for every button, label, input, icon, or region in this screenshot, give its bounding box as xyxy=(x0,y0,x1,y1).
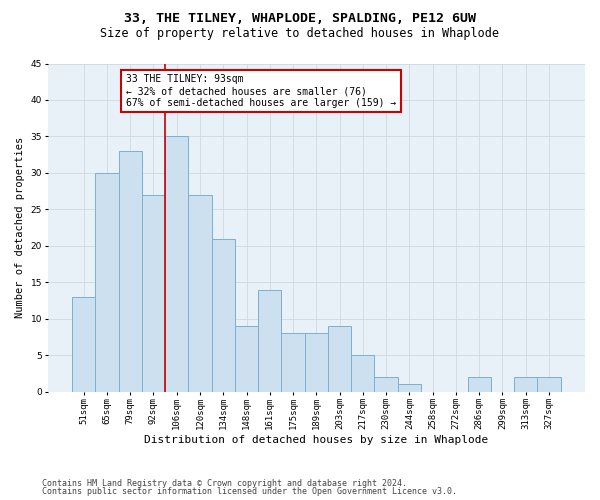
Bar xyxy=(398,384,421,392)
Text: 33, THE TILNEY, WHAPLODE, SPALDING, PE12 6UW: 33, THE TILNEY, WHAPLODE, SPALDING, PE12… xyxy=(124,12,476,26)
Bar xyxy=(95,173,119,392)
Bar xyxy=(258,290,281,392)
Bar xyxy=(351,355,374,392)
Bar xyxy=(328,326,351,392)
Bar xyxy=(212,238,235,392)
Y-axis label: Number of detached properties: Number of detached properties xyxy=(15,137,25,318)
Text: Size of property relative to detached houses in Whaplode: Size of property relative to detached ho… xyxy=(101,28,499,40)
Bar xyxy=(374,377,398,392)
X-axis label: Distribution of detached houses by size in Whaplode: Distribution of detached houses by size … xyxy=(144,435,488,445)
Bar xyxy=(188,195,212,392)
Bar xyxy=(119,151,142,392)
Text: Contains HM Land Registry data © Crown copyright and database right 2024.: Contains HM Land Registry data © Crown c… xyxy=(42,478,407,488)
Bar xyxy=(72,297,95,392)
Text: 33 THE TILNEY: 93sqm
← 32% of detached houses are smaller (76)
67% of semi-detac: 33 THE TILNEY: 93sqm ← 32% of detached h… xyxy=(125,74,396,108)
Bar xyxy=(467,377,491,392)
Bar xyxy=(514,377,538,392)
Bar xyxy=(165,136,188,392)
Bar xyxy=(142,195,165,392)
Bar xyxy=(538,377,560,392)
Bar xyxy=(281,334,305,392)
Bar xyxy=(235,326,258,392)
Bar xyxy=(305,334,328,392)
Text: Contains public sector information licensed under the Open Government Licence v3: Contains public sector information licen… xyxy=(42,487,457,496)
